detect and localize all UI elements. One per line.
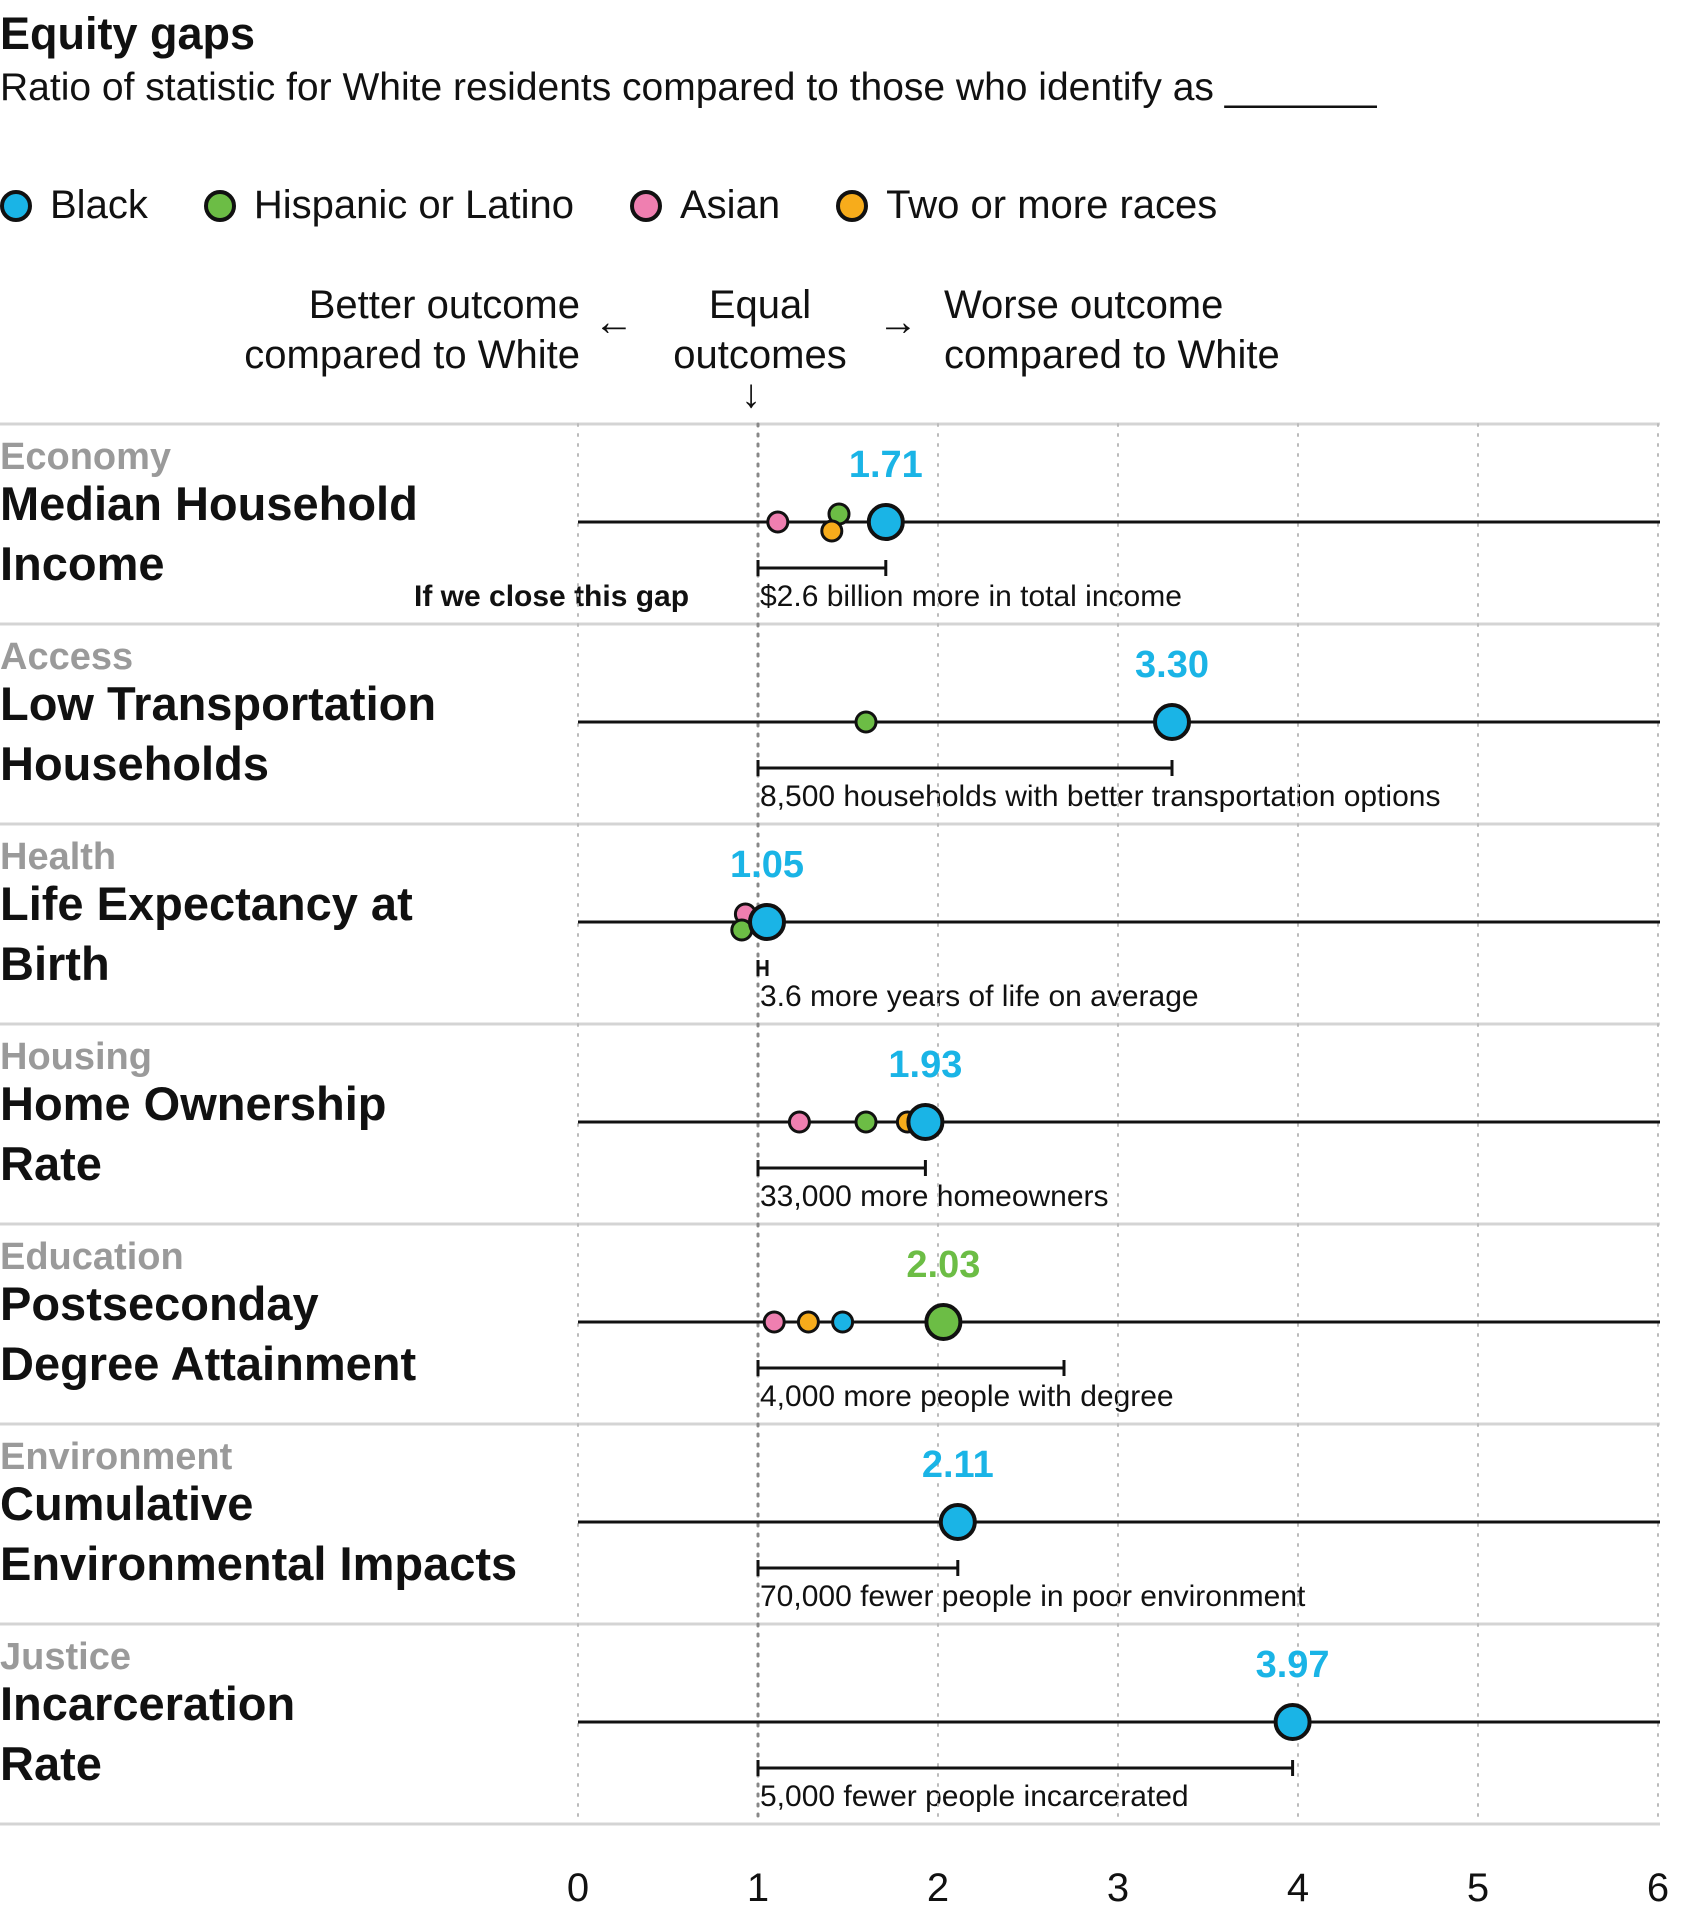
metric-label-housing: Home Ownership bbox=[0, 1077, 387, 1130]
legend: Black Hispanic or Latino Asian Two or mo… bbox=[0, 183, 1273, 228]
point-justice-black-highlight bbox=[1273, 1703, 1312, 1741]
value-label-housing: 1.93 bbox=[888, 1044, 962, 1086]
point-environment-black-highlight bbox=[938, 1503, 977, 1541]
tick-label-3: 3 bbox=[1106, 1866, 1130, 1910]
arrow-right-icon: → bbox=[878, 300, 918, 344]
category-label-health: Health bbox=[0, 836, 117, 878]
better-outcome-label: Better outcome compared to White bbox=[140, 280, 580, 380]
better-outcome-line2: compared to White bbox=[244, 333, 580, 377]
tick-label-1: 1 bbox=[746, 1866, 770, 1910]
category-label-access: Access bbox=[0, 636, 134, 678]
category-label-environment: Environment bbox=[0, 1436, 233, 1478]
legend-label-black: Black bbox=[50, 183, 148, 227]
point-education-two-or-more-races bbox=[796, 1310, 820, 1334]
legend-label-hispanic: Hispanic or Latino bbox=[253, 183, 574, 227]
point-housing-asian bbox=[787, 1110, 811, 1134]
gap-text-health: 3.6 more years of life on average bbox=[760, 980, 1199, 1013]
metric-label-education: Postseconday bbox=[0, 1277, 319, 1330]
value-label-access: 3.30 bbox=[1135, 644, 1209, 686]
category-label-education: Education bbox=[0, 1236, 184, 1278]
category-label-economy: Economy bbox=[0, 436, 172, 478]
point-economy-asian bbox=[766, 510, 790, 534]
gap-prefix-label: If we close this gap bbox=[414, 580, 690, 613]
point-education-asian bbox=[762, 1310, 786, 1334]
legend-swatch-hispanic bbox=[203, 189, 236, 222]
gap-text-access: 8,500 households with better transportat… bbox=[760, 780, 1441, 813]
equal-outcomes-label: Equal outcomes bbox=[640, 280, 880, 380]
category-label-housing: Housing bbox=[0, 1036, 152, 1078]
point-economy-two-or-more-races bbox=[820, 519, 844, 543]
point-housing-black-highlight bbox=[906, 1103, 945, 1141]
legend-label-asian: Asian bbox=[680, 183, 781, 227]
gap-text-environment: 70,000 fewer people in poor environment bbox=[760, 1580, 1306, 1613]
point-education-hispanic-or-latino-highlight bbox=[924, 1303, 963, 1341]
value-label-education: 2.03 bbox=[906, 1244, 980, 1286]
legend-label-two-or-more: Two or more races bbox=[886, 183, 1218, 227]
gap-text-housing: 33,000 more homeowners bbox=[760, 1180, 1109, 1213]
legend-item-hispanic: Hispanic or Latino bbox=[203, 183, 574, 228]
tick-label-6: 6 bbox=[1646, 1866, 1670, 1910]
gap-text-economy: $2.6 billion more in total income bbox=[760, 580, 1182, 613]
point-economy-black-highlight bbox=[866, 503, 905, 541]
metric-label-access-line2: Households bbox=[0, 737, 269, 790]
metric-label-education-line2: Degree Attainment bbox=[0, 1337, 417, 1390]
point-education-black bbox=[831, 1310, 855, 1334]
metric-label-environment-line2: Environmental Impacts bbox=[0, 1537, 518, 1590]
tick-label-5: 5 bbox=[1466, 1866, 1490, 1910]
gap-text-education: 4,000 more people with degree bbox=[760, 1380, 1174, 1413]
worse-outcome-line2: compared to White bbox=[944, 333, 1280, 377]
legend-swatch-two-or-more bbox=[836, 189, 869, 222]
equal-outcomes-line2: outcomes bbox=[673, 333, 847, 377]
metric-label-economy: Median Household bbox=[0, 477, 418, 530]
value-label-economy: 1.71 bbox=[849, 444, 923, 486]
tick-label-0: 0 bbox=[566, 1866, 590, 1910]
legend-item-black: Black bbox=[0, 183, 148, 228]
metric-label-justice-line2: Rate bbox=[0, 1737, 102, 1790]
category-label-justice: Justice bbox=[0, 1636, 131, 1678]
metric-label-economy-line2: Income bbox=[0, 537, 165, 590]
point-access-black-highlight bbox=[1153, 703, 1191, 741]
chart-subtitle: Ratio of statistic for White residents c… bbox=[0, 66, 1377, 109]
equal-outcomes-line1: Equal bbox=[708, 283, 812, 327]
value-label-environment: 2.11 bbox=[922, 1444, 994, 1486]
point-access-hispanic-or-latino bbox=[854, 710, 878, 734]
legend-item-asian: Asian bbox=[630, 183, 780, 228]
metric-label-health-line2: Birth bbox=[0, 937, 110, 990]
point-housing-hispanic-or-latino bbox=[854, 1110, 878, 1134]
legend-swatch-black bbox=[0, 189, 32, 222]
metric-label-justice: Incarceration bbox=[0, 1677, 296, 1730]
legend-swatch-asian bbox=[630, 189, 662, 222]
metric-label-access: Low Transportation bbox=[0, 677, 437, 730]
metric-label-health: Life Expectancy at bbox=[0, 877, 413, 930]
metric-label-environment: Cumulative bbox=[0, 1477, 254, 1530]
chart-title: Equity gaps bbox=[0, 8, 256, 59]
point-health-black-highlight bbox=[748, 903, 786, 941]
value-label-health: 1.05 bbox=[730, 844, 804, 886]
worse-outcome-line1: Worse outcome bbox=[944, 283, 1224, 327]
legend-item-two-or-more: Two or more races bbox=[836, 183, 1217, 228]
value-label-justice: 3.97 bbox=[1256, 1644, 1330, 1686]
arrow-left-icon: ← bbox=[594, 300, 634, 344]
better-outcome-line1: Better outcome bbox=[308, 283, 580, 327]
tick-label-2: 2 bbox=[926, 1866, 950, 1910]
tick-label-4: 4 bbox=[1286, 1866, 1310, 1910]
worse-outcome-label: Worse outcome compared to White bbox=[944, 280, 1444, 380]
arrow-down-icon: ↓ bbox=[741, 372, 761, 416]
metric-label-housing-line2: Rate bbox=[0, 1137, 102, 1190]
